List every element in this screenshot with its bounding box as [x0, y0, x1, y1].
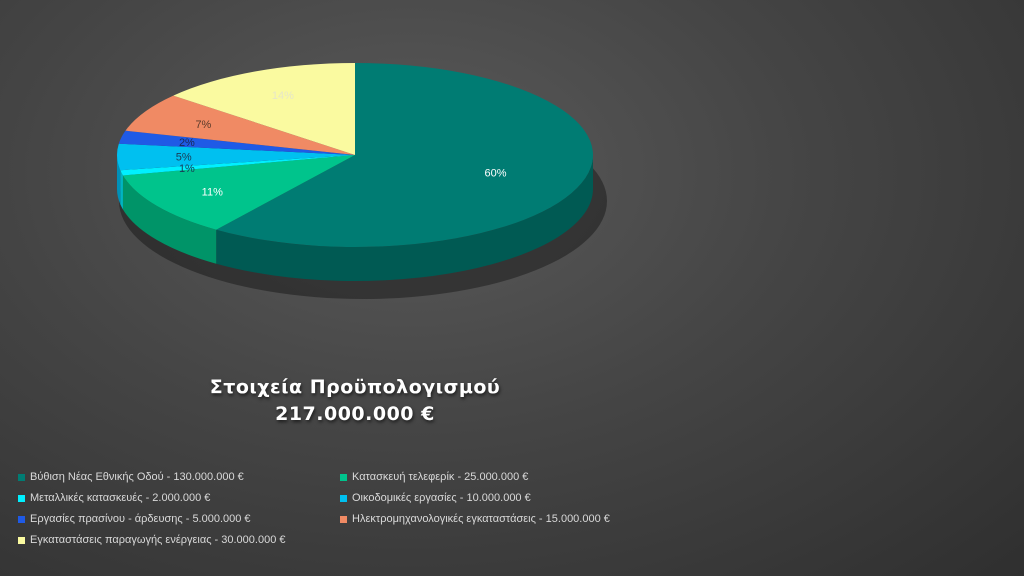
legend-item: Βύθιση Νέας Εθνικής Οδού - 130.000.000 €	[18, 470, 340, 484]
legend-label: Ηλεκτρομηχανολογικές εγκαταστάσεις - 15.…	[352, 513, 610, 525]
legend-item: Ηλεκτρομηχανολογικές εγκαταστάσεις - 15.…	[340, 512, 760, 526]
data-label-6: 14%	[272, 90, 294, 102]
pie-slice-0	[216, 63, 593, 247]
legend-label: Βύθιση Νέας Εθνικής Οδού - 130.000.000 €	[30, 471, 244, 483]
legend-swatch	[340, 515, 347, 523]
legend-swatch	[340, 494, 347, 502]
pie-slice-side-2	[120, 170, 123, 210]
legend-label: Οικοδομικές εργασίες - 10.000.000 €	[352, 492, 531, 504]
pie-slice-3	[117, 143, 356, 171]
data-label-5: 7%	[195, 119, 211, 131]
pie-slice-5	[125, 95, 355, 155]
pie-slice-2	[120, 155, 355, 176]
legend-label: Μεταλλικές κατασκευές - 2.000.000 €	[30, 492, 211, 504]
data-label-1: 11%	[202, 187, 223, 199]
data-label-3: 5%	[176, 151, 192, 163]
legend-item: Μεταλλικές κατασκευές - 2.000.000 €	[18, 491, 340, 505]
pie-slice-side-3	[117, 155, 121, 205]
legend-swatch	[18, 494, 25, 502]
pie-slice-4	[118, 130, 355, 155]
legend-label: Εγκαταστάσεις παραγωγής ενέργειας - 30.0…	[30, 534, 286, 546]
pie-slice-side-0	[216, 155, 593, 281]
pie-slices	[117, 63, 593, 247]
legend-item: Κατασκευή τελεφερίκ - 25.000.000 €	[340, 470, 760, 484]
chart-subtitle: 217.000.000 €	[275, 403, 435, 425]
legend-label: Κατασκευή τελεφερίκ - 25.000.000 €	[352, 471, 529, 483]
data-label-4: 2%	[179, 137, 195, 149]
pie-slice-1	[122, 155, 355, 230]
data-label-2: 1%	[179, 163, 195, 175]
legend-swatch	[18, 515, 25, 523]
legend-swatch	[340, 473, 347, 481]
chart-title: Στοιχεία Προϋπολογισμού	[209, 376, 501, 398]
pie-slice-6	[173, 63, 355, 155]
chart-title-block: Στοιχεία Προϋπολογισμού 217.000.000 €	[150, 374, 560, 428]
pie-data-labels: 60% 11% 1%5% 2%7% 14%	[176, 90, 507, 199]
legend-label: Εργασίες πρασίνου - άρδευσης - 5.000.000…	[30, 513, 251, 525]
chart-legend: Βύθιση Νέας Εθνικής Οδού - 130.000.000 €…	[18, 470, 918, 547]
legend-swatch	[18, 536, 25, 544]
data-label-0: 60%	[484, 167, 506, 179]
legend-swatch	[18, 473, 25, 481]
legend-item: Εργασίες πρασίνου - άρδευσης - 5.000.000…	[18, 512, 340, 526]
legend-item: Εγκαταστάσεις παραγωγής ενέργειας - 30.0…	[18, 533, 340, 547]
legend-item: Οικοδομικές εργασίες - 10.000.000 €	[340, 491, 760, 505]
pie-slice-side-1	[122, 175, 217, 264]
